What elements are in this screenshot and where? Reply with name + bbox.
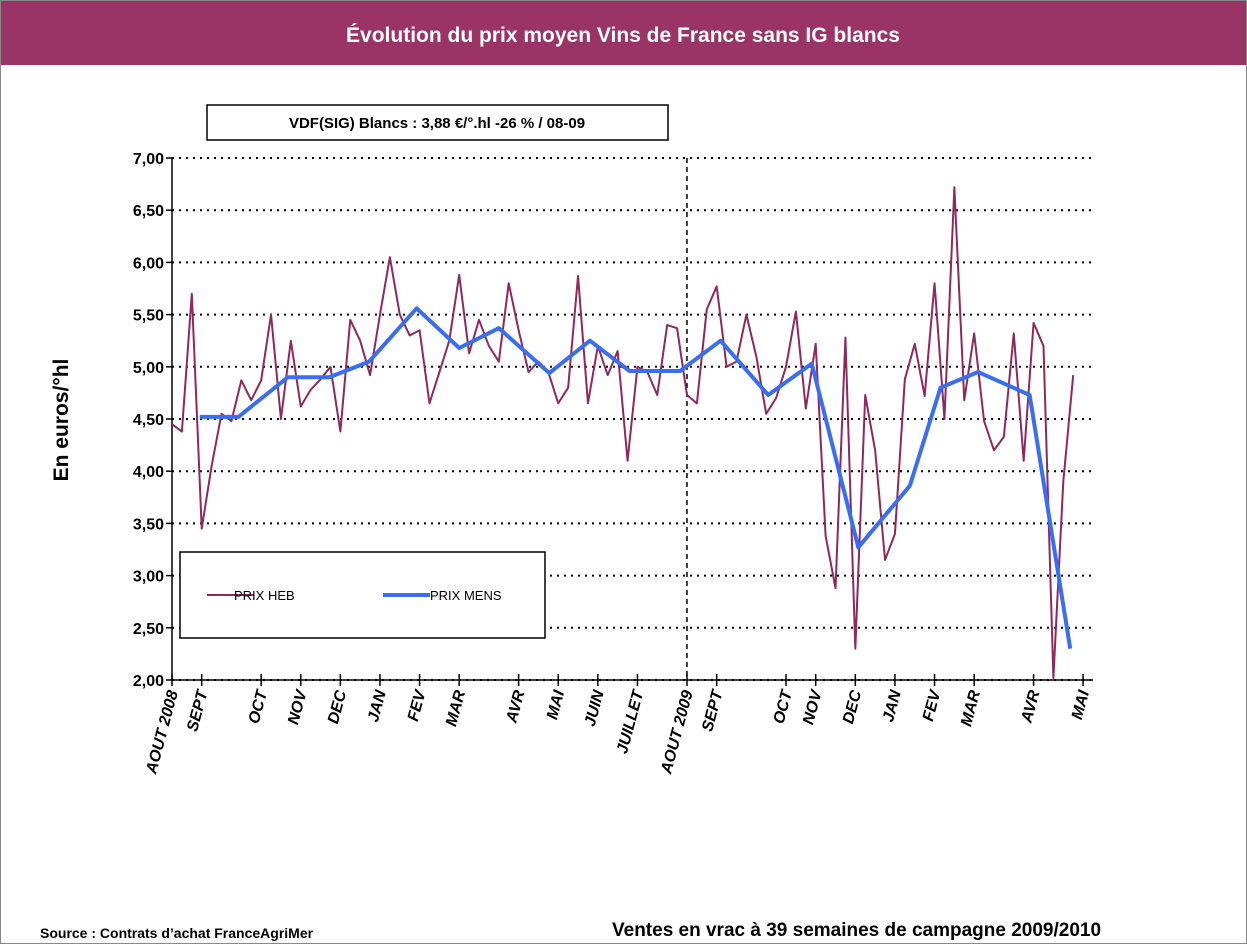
y-tick-label: 4,00 (133, 464, 164, 481)
footnote: Ventes en vrac à 39 semaines de campagne… (612, 920, 1101, 941)
y-tick-label: 6,50 (133, 203, 164, 220)
annotation-box (206, 104, 669, 141)
y-tick-label: 6,00 (133, 255, 164, 272)
title-bar (1, 1, 1246, 65)
source: Source : Contrats d’achat FranceAgriMer (40, 925, 314, 941)
chart-title: Évolution du prix moyen Vins de France s… (346, 24, 900, 47)
y-tick-label: 4,50 (133, 412, 164, 429)
y-tick-label: 3,00 (133, 569, 164, 586)
y-tick-label: 7,00 (133, 151, 164, 168)
y-tick-label: 5,00 (133, 360, 164, 377)
y-tick-label: 3,50 (133, 516, 164, 533)
legend-label: PRIX MENS (430, 588, 502, 603)
legend-label: PRIX HEB (234, 588, 295, 603)
y-tick-label: 2,50 (133, 621, 164, 638)
y-tick-label: 2,00 (133, 673, 164, 690)
y-tick-label: 5,50 (133, 308, 164, 325)
series-line (199, 306, 1073, 649)
y-axis-label: En euros/°hl (50, 359, 73, 482)
annotation: VDF(SIG) Blancs : 3,88 €/°.hl -26 % / 08… (289, 115, 585, 132)
